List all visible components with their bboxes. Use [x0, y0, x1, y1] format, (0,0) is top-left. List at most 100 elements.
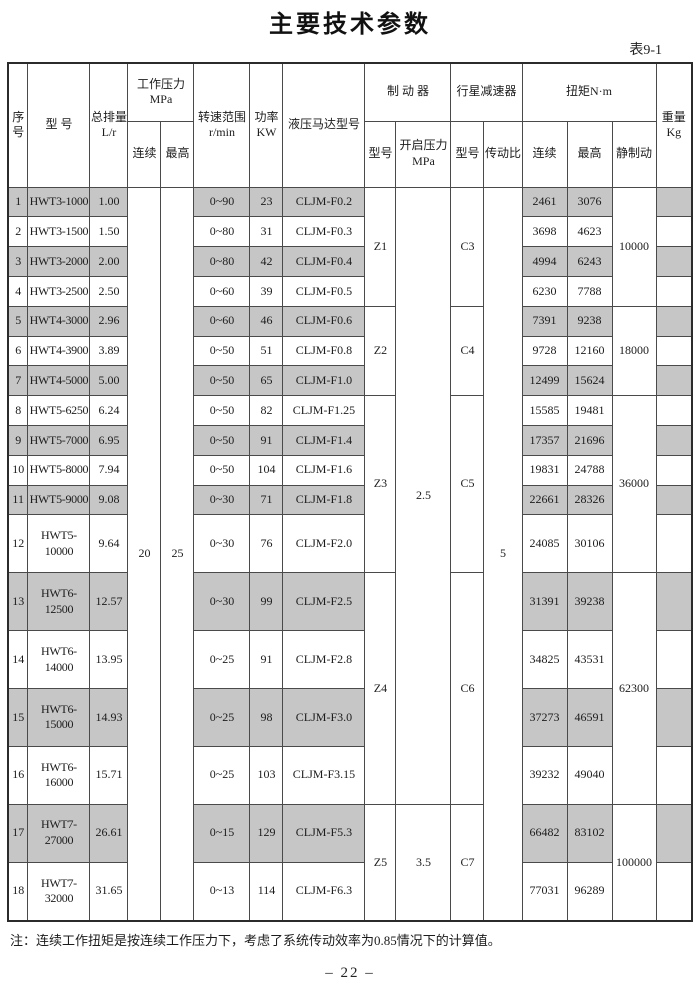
model-cell: HWT5-8000 — [27, 454, 91, 486]
table-row: 8 HWT5-6250 6.24 0~50 82 CLJM-F1.25 Z3 C5 15585 1… — [7, 395, 693, 574]
torque-max-cell: 24788 — [566, 454, 613, 486]
displacement-cell: 6.24 — [89, 395, 129, 426]
seq-cell: 17 — [7, 803, 29, 863]
motor-cell: CLJM-F3.15 — [282, 745, 366, 805]
model-cell: HWT6-16000 — [27, 745, 91, 805]
power-cell: 65 — [249, 365, 284, 397]
torque-cont-cell: 39232 — [521, 745, 568, 805]
power-cell: 103 — [249, 745, 284, 805]
table-row: 17 HWT7-27000 26.61 0~15 129 CLJM-F5.3 Z5 3.5 C7… — [7, 803, 693, 922]
header-reducer-model: 型号 — [450, 120, 485, 188]
header-no: 序 号 — [7, 62, 29, 188]
torque-max-cell: 96289 — [566, 861, 613, 922]
table-row: 5 HWT4-3000 2.96 0~60 46 CLJM-F0.6 Z2 C4 7391 923… — [7, 305, 693, 397]
torque-max-cell: 9238 — [566, 305, 613, 337]
speed-cell: 0~25 — [193, 687, 251, 747]
seq-cell: 2 — [7, 216, 29, 248]
brake-model-cell: Z3 — [364, 395, 397, 574]
displacement-cell: 3.89 — [89, 335, 129, 367]
torque-max-cell: 7788 — [566, 275, 613, 307]
torque-cont-cell: 24085 — [521, 514, 568, 574]
torque-max-cell: 3076 — [566, 186, 613, 218]
speed-cell: 0~50 — [193, 335, 251, 367]
motor-cell: CLJM-F0.4 — [282, 246, 366, 277]
header-pressure-cont: 连续 — [127, 120, 162, 188]
footnote: 注：连续工作扭矩是按连续工作压力下，考虑了系统传动效率为0.85情况下的计算值。 — [10, 933, 501, 948]
motor-cell: CLJM-F3.0 — [282, 687, 366, 747]
torque-max-cell: 21696 — [566, 425, 613, 456]
torque-cont-cell: 12499 — [521, 365, 568, 397]
model-cell: HWT5-6250 — [27, 395, 91, 426]
reducer-model-cell: C7 — [450, 803, 485, 922]
displacement-cell: 12.57 — [89, 572, 129, 632]
header-speed: 转速范围 r/min — [193, 62, 251, 188]
weight-cell — [655, 630, 693, 689]
torque-cont-cell: 6230 — [521, 275, 568, 307]
displacement-cell: 2.96 — [89, 305, 129, 337]
model-cell: HWT5-10000 — [27, 514, 91, 574]
speed-cell: 0~50 — [193, 395, 251, 426]
weight-cell — [655, 186, 693, 218]
model-cell: HWT6-12500 — [27, 572, 91, 632]
weight-cell — [655, 335, 693, 367]
header-torque-group: 扭矩N·m — [521, 62, 657, 122]
torque-max-cell: 30106 — [566, 514, 613, 574]
table-row: 14 HWT6-14000 13.95 0~25 91 CLJM-F2.8 34825 435… — [7, 630, 693, 689]
model-cell: HWT6-14000 — [27, 630, 91, 689]
table-row: 6 HWT4-3900 3.89 0~50 51 CLJM-F0.8 9728 12160 — [7, 335, 693, 367]
weight-cell — [655, 861, 693, 922]
table-label: 表9-1 — [629, 43, 662, 58]
weight-cell — [655, 275, 693, 307]
displacement-cell: 2.00 — [89, 246, 129, 277]
motor-cell: CLJM-F1.4 — [282, 425, 366, 456]
power-cell: 76 — [249, 514, 284, 574]
table-row: 18 HWT7-32000 31.65 0~13 114 CLJM-F6.3 77031 96… — [7, 861, 693, 922]
motor-cell: CLJM-F0.8 — [282, 335, 366, 367]
torque-cont-cell: 9728 — [521, 335, 568, 367]
displacement-cell: 13.95 — [89, 630, 129, 689]
torque-cont-cell: 4994 — [521, 246, 568, 277]
seq-cell: 4 — [7, 275, 29, 307]
header-brake-group: 制 动 器 — [364, 62, 452, 122]
pressure-max-cell: 25 — [160, 186, 195, 922]
header-displacement: 总排量 L/r — [89, 62, 129, 188]
torque-max-cell: 4623 — [566, 216, 613, 248]
torque-max-cell: 28326 — [566, 484, 613, 516]
model-cell: HWT4-5000 — [27, 365, 91, 397]
model-cell: HWT3-2000 — [27, 246, 91, 277]
speed-cell: 0~80 — [193, 216, 251, 248]
seq-cell: 11 — [7, 484, 29, 516]
model-cell: HWT3-1500 — [27, 216, 91, 248]
header-torque-cont: 连续 — [521, 120, 568, 188]
brake-model-cell: Z1 — [364, 186, 397, 307]
torque-max-cell: 19481 — [566, 395, 613, 426]
torque-max-cell: 43531 — [566, 630, 613, 689]
speed-cell: 0~90 — [193, 186, 251, 218]
brake-model-cell: Z2 — [364, 305, 397, 397]
seq-cell: 13 — [7, 572, 29, 632]
weight-cell — [655, 745, 693, 805]
torque-cont-cell: 31391 — [521, 572, 568, 632]
model-cell: HWT4-3000 — [27, 305, 91, 337]
model-cell: HWT7-27000 — [27, 803, 91, 863]
reducer-model-cell: C4 — [450, 305, 485, 397]
spec-table: 序 号 型 号 总排量 L/r 工作压力 MPa 转速范围 r/min 功率 K… — [6, 62, 694, 922]
static-brake-cell: 100000 — [611, 803, 657, 922]
motor-cell: CLJM-F0.6 — [282, 305, 366, 337]
page-title: 主要技术参数 — [269, 12, 431, 38]
brake-model-cell: Z4 — [364, 572, 397, 805]
torque-max-cell: 39238 — [566, 572, 613, 632]
static-brake-cell: 36000 — [611, 395, 657, 574]
table-row: 9 HWT5-7000 6.95 0~50 91 CLJM-F1.4 17357 21696 — [7, 425, 693, 456]
table-row: 7 HWT4-5000 5.00 0~50 65 CLJM-F1.0 12499 15624 — [7, 365, 693, 397]
brake-pressure-cell: 2.5 — [395, 186, 452, 805]
displacement-cell: 2.50 — [89, 275, 129, 307]
table-row: 3 HWT3-2000 2.00 0~80 42 CLJM-F0.4 4994 6243 — [7, 246, 693, 277]
displacement-cell: 15.71 — [89, 745, 129, 805]
spec-table-body: 1 HWT3-1000 1.00 20 25 0~90 23 CLJM-F0.2 Z1 2.5 C3… — [7, 186, 693, 922]
motor-cell: CLJM-F6.3 — [282, 861, 366, 922]
seq-cell: 7 — [7, 365, 29, 397]
model-cell: HWT7-32000 — [27, 861, 91, 922]
pressure-cont-cell: 20 — [127, 186, 162, 922]
displacement-cell: 7.94 — [89, 454, 129, 486]
